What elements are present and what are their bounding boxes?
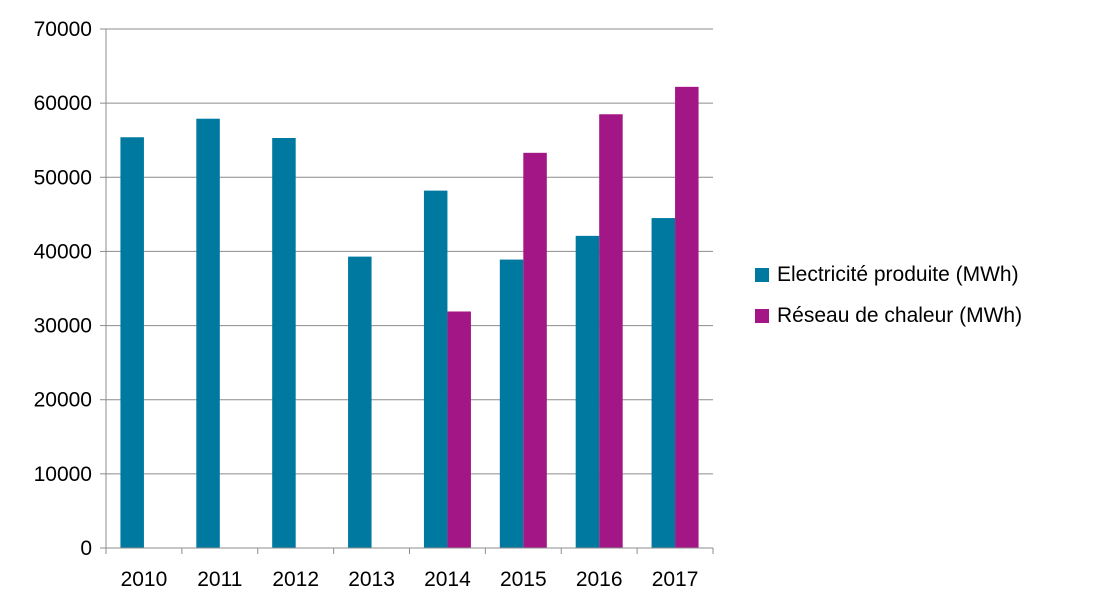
y-tick-label: 30000 [34, 315, 92, 338]
x-tick-label-2010: 2010 [121, 568, 168, 590]
legend-label-electricite: Electricité produite (MWh) [777, 263, 1019, 286]
bar-electricite-2010 [120, 137, 144, 548]
x-tick-label-2017: 2017 [652, 568, 699, 590]
x-tick-label-2016: 2016 [576, 568, 623, 590]
y-tick-label: 60000 [34, 92, 92, 115]
bar-electricite-2014 [423, 190, 448, 549]
legend: Electricité produite (MWh) Réseau de cha… [755, 262, 1022, 344]
bar-electricite-2013 [348, 256, 372, 548]
legend-label-reseau: Réseau de chaleur (MWh) [777, 304, 1023, 327]
bar-reseau-2014 [447, 311, 471, 548]
x-tick-label-2013: 2013 [348, 568, 395, 590]
bar-electricite-2017 [651, 218, 676, 549]
y-tick-label: 70000 [34, 18, 92, 41]
y-tick-label: 0 [80, 537, 92, 560]
bar-electricite-2015 [499, 259, 524, 548]
legend-item-reseau: Réseau de chaleur (MWh) [755, 303, 1022, 329]
bar-electricite-2012 [272, 137, 296, 549]
x-axis-tick-labels: 2010 2011 2012 2013 2014 2015 2016 2017 [121, 568, 699, 590]
y-tick-label: 10000 [34, 463, 92, 486]
legend-swatch-reseau [755, 309, 769, 323]
axes [100, 28, 714, 554]
legend-item-electricite: Electricité produite (MWh) [755, 262, 1022, 288]
x-tick-label-2011: 2011 [197, 568, 242, 590]
y-tick-label: 20000 [34, 389, 92, 412]
x-tick-label-2012: 2012 [272, 568, 319, 590]
bar-reseau-2017 [675, 86, 699, 549]
legend-swatch-electricite [755, 268, 769, 282]
y-tick-label: 40000 [34, 240, 92, 263]
y-tick-label: 50000 [34, 166, 92, 189]
bar-reseau-2016 [599, 114, 623, 548]
bars [120, 86, 699, 549]
x-tick-label-2014: 2014 [424, 568, 471, 590]
bar-electricite-2011 [196, 118, 220, 548]
x-tick-label-2015: 2015 [500, 568, 547, 590]
bar-reseau-2015 [523, 152, 547, 548]
y-axis-tick-labels: 0 10000 20000 30000 40000 50000 60000 70000 [34, 18, 92, 560]
bar-electricite-2016 [575, 235, 600, 548]
